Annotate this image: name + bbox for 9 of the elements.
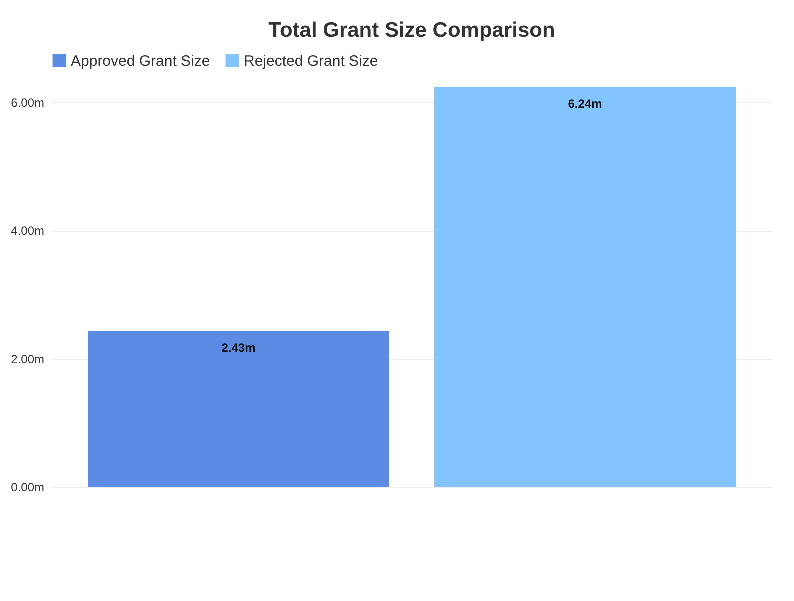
legend-label: Approved Grant Size	[71, 52, 210, 70]
data-label: 6.24m	[568, 97, 602, 111]
y-tick-label: 4.00m	[11, 224, 44, 238]
data-label: 2.43m	[222, 341, 256, 356]
y-tick-label: 6.00m	[11, 96, 44, 110]
y-tick-label: 0.00m	[11, 480, 44, 494]
chart-title: Total Grant Size Comparison	[268, 19, 556, 42]
legend-label: Rejected Grant Size	[244, 52, 378, 70]
y-tick-label: 2.00m	[11, 352, 44, 366]
